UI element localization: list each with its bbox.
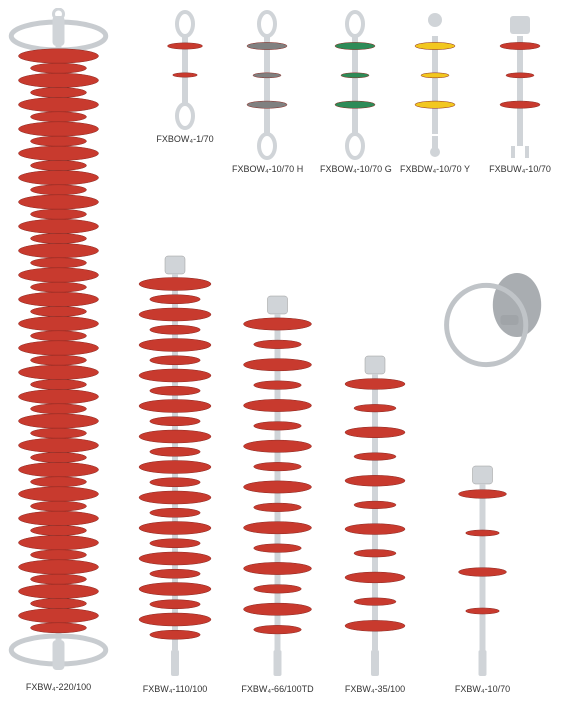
ring-detail bbox=[440, 270, 550, 370]
insulator-product: FXBW₄-66/100TD bbox=[235, 290, 320, 694]
insulator-product: FXBDW₄-10/70 Y bbox=[400, 10, 470, 174]
product-label: FXBW₄-10/70 bbox=[450, 684, 515, 694]
insulator-product: FXBW₄-220/100 bbox=[6, 8, 111, 692]
insulator-product: FXBW₄-35/100 bbox=[335, 350, 415, 694]
insulator-product: FXBW₄-110/100 bbox=[130, 250, 220, 694]
product-label: FXBDW₄-10/70 Y bbox=[400, 164, 470, 174]
insulator-product: FXBW₄-10/70 bbox=[450, 460, 515, 694]
insulator-product: FXBOW₄-10/70 G bbox=[320, 10, 390, 174]
product-label: FXBUW₄-10/70 bbox=[485, 164, 555, 174]
product-label: FXBW₄-110/100 bbox=[130, 684, 220, 694]
product-label: FXBOW₄-1/70 bbox=[150, 134, 220, 144]
product-label: FXBW₄-35/100 bbox=[335, 684, 415, 694]
product-label: FXBOW₄-10/70 H bbox=[232, 164, 302, 174]
insulator-product: FXBUW₄-10/70 bbox=[485, 10, 555, 174]
insulator-product: FXBOW₄-1/70 bbox=[150, 10, 220, 144]
insulator-product: FXBOW₄-10/70 H bbox=[232, 10, 302, 174]
product-label: FXBW₄-66/100TD bbox=[235, 684, 320, 694]
product-label: FXBOW₄-10/70 G bbox=[320, 164, 390, 174]
product-label: FXBW₄-220/100 bbox=[6, 682, 111, 692]
